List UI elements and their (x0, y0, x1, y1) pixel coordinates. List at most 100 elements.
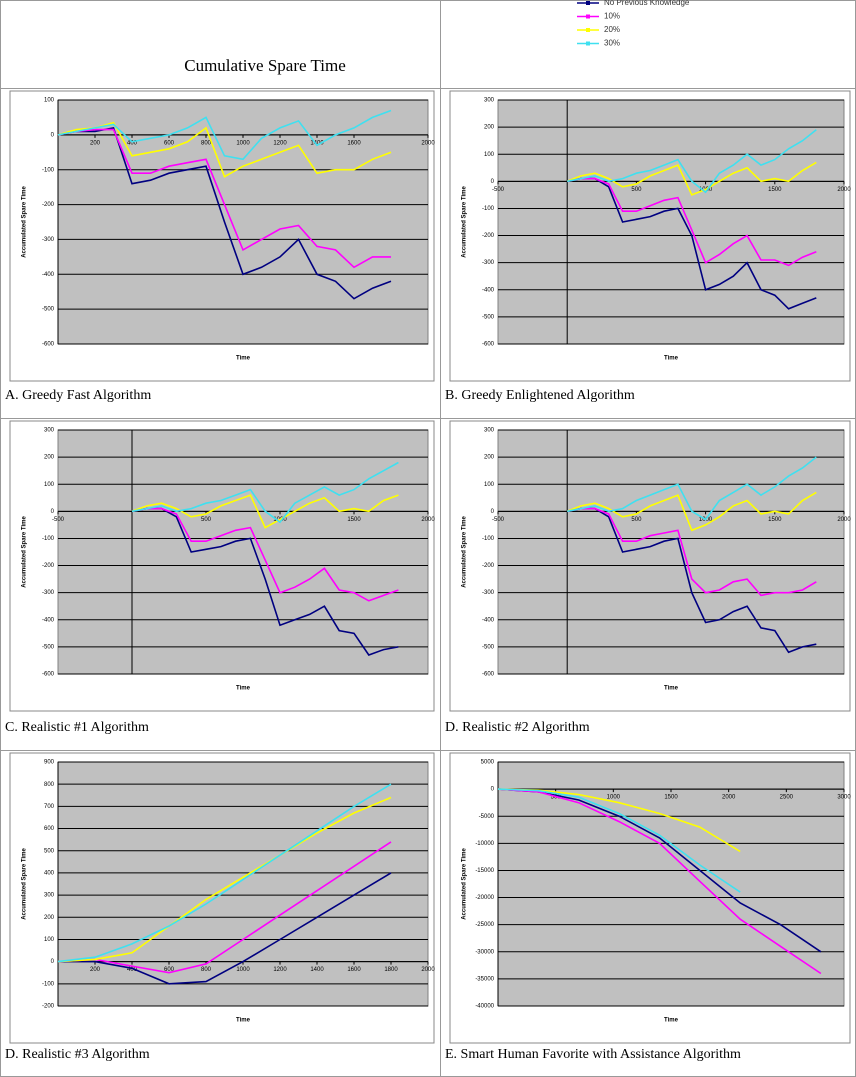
x-tick-label: 800 (201, 967, 212, 973)
x-tick-label: 400 (127, 967, 138, 973)
series-line (57, 128, 391, 269)
x-tick-label: 1000 (236, 140, 250, 146)
x-tick-label: 600 (164, 140, 175, 146)
y-tick-label: 0 (491, 509, 495, 515)
y-tick-label: -100 (42, 981, 55, 987)
y-tick-label: -15000 (475, 868, 494, 874)
chart: -600 -500 -400 -300 -200 -100 0 100 200 300 -500 50… (5, 420, 435, 735)
y-tick-label: -5000 (479, 814, 495, 820)
y-tick-label: -500 (482, 644, 495, 650)
y-axis-label: Accumulated Spare Time (22, 186, 28, 258)
x-tick-label: 1200 (273, 140, 287, 146)
y-tick-label: 500 (44, 848, 55, 854)
x-tick-label: 3000 (837, 795, 851, 801)
y-tick-label: 200 (44, 455, 55, 461)
x-tick-label: 600 (164, 967, 175, 973)
y-tick-label: 100 (484, 482, 495, 488)
series-line (57, 796, 392, 963)
x-tick-label: 500 (631, 187, 642, 193)
y-tick-label: 200 (484, 125, 495, 131)
x-tick-label: 1000 (607, 795, 621, 801)
chart-caption: B. Greedy Enlightened Algorithm (445, 388, 635, 403)
y-tick-label: -10000 (475, 841, 494, 847)
x-tick-label: 1500 (768, 517, 782, 523)
series-line (567, 507, 817, 654)
series-line (131, 507, 399, 656)
x-axis-label: Time (664, 686, 679, 692)
chart: -600 -500 -400 -300 -200 -100 0 100 200 300 -500 50… (445, 90, 851, 403)
x-axis-label: Time (236, 356, 251, 362)
x-tick-label: 1500 (768, 187, 782, 193)
x-tick-label: 1000 (236, 967, 250, 973)
x-tick-label: 2000 (837, 187, 851, 193)
plot-area (497, 761, 845, 1007)
y-tick-label: -500 (42, 307, 55, 313)
y-tick-label: -600 (482, 342, 495, 348)
y-tick-label: 300 (44, 893, 55, 899)
y-tick-label: -600 (42, 342, 55, 348)
x-tick-label: 2000 (421, 967, 435, 973)
x-axis-label: Time (664, 356, 679, 362)
y-tick-label: 5000 (481, 760, 495, 766)
x-tick-label: 2000 (421, 517, 435, 523)
plot-area (57, 99, 429, 345)
y-tick-label: -20000 (475, 895, 494, 901)
chart: -200 -100 0 100 200 300 400 500 600 700 800 900 200 4… (5, 752, 435, 1062)
plot-area (57, 429, 429, 675)
x-tick-label: 500 (201, 517, 212, 523)
x-tick-label: 1500 (664, 795, 678, 801)
y-tick-label: 600 (44, 826, 55, 832)
chart: -600 -500 -400 -300 -200 -100 0 100 200 300 -500 50… (445, 420, 851, 735)
legend-marker (586, 14, 590, 19)
series-line (567, 129, 817, 194)
x-tick-label: 2000 (837, 517, 851, 523)
y-tick-label: 100 (484, 152, 495, 158)
legend-marker (586, 41, 590, 46)
y-axis-label: Accumulated Spare Time (462, 186, 468, 258)
legend-marker (586, 28, 590, 32)
chart-caption: A. Greedy Fast Algorithm (5, 388, 151, 403)
y-axis-label: Accumulated Spare Time (22, 516, 28, 588)
x-tick-label: 200 (90, 140, 101, 146)
y-tick-label: -30000 (475, 949, 494, 955)
y-tick-label: -40000 (475, 1004, 494, 1010)
y-tick-label: 800 (44, 782, 55, 788)
y-tick-label: -400 (482, 617, 495, 623)
y-tick-label: -200 (42, 202, 55, 208)
x-tick-label: 400 (127, 140, 138, 146)
y-tick-label: 0 (51, 509, 55, 515)
x-tick-label: 500 (551, 795, 562, 801)
series-line (567, 507, 817, 597)
x-tick-label: -500 (52, 517, 65, 523)
series-line (57, 126, 392, 300)
series-line (57, 109, 392, 161)
x-tick-label: -500 (492, 187, 505, 193)
x-axis-label: Time (664, 1018, 679, 1024)
y-axis-label: Accumulated Spare Time (462, 516, 468, 588)
series-line (567, 177, 817, 267)
series-line (131, 494, 399, 529)
y-tick-label: -100 (42, 536, 55, 542)
y-tick-label: -100 (482, 206, 495, 212)
chart-caption: C. Realistic #1 Algorithm (5, 720, 149, 735)
y-tick-label: -200 (42, 1004, 55, 1010)
y-tick-label: 0 (51, 959, 55, 965)
plot-area (497, 429, 845, 675)
chart: -600 -500 -400 -300 -200 -100 0 100 200 400 600 800… (5, 90, 435, 403)
series-line (497, 788, 741, 893)
y-tick-label: -600 (482, 672, 495, 678)
y-tick-label: 100 (44, 937, 55, 943)
series-line (497, 788, 822, 975)
page-title: Cumulative Spare Time (184, 56, 346, 75)
y-tick-label: 900 (44, 760, 55, 766)
series-line (566, 491, 817, 532)
y-tick-label: -300 (482, 260, 495, 266)
y-axis-label: Accumulated Spare Time (462, 848, 468, 920)
chart: -40000 -35000 -30000 -25000 -20000 -15000 -100… (445, 752, 851, 1062)
chart-caption: D. Realistic #2 Algorithm (445, 720, 590, 735)
y-tick-label: -200 (482, 233, 495, 239)
x-tick-label: 1400 (310, 140, 324, 146)
y-tick-label: -300 (482, 590, 495, 596)
